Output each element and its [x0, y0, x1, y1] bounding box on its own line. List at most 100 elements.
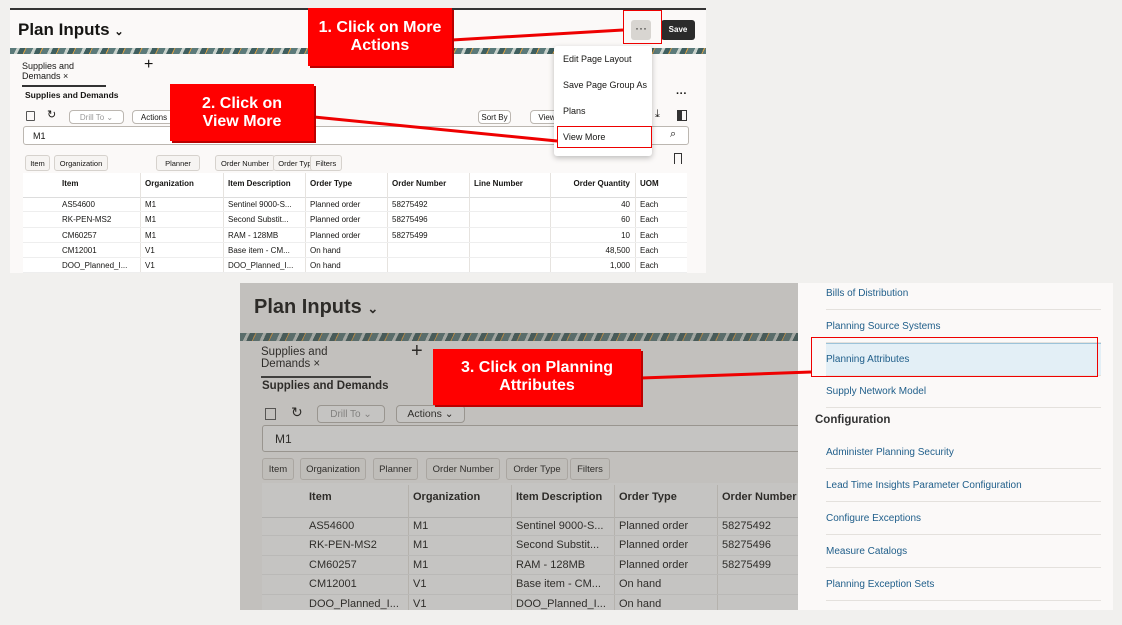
drawer-item-bills-of-distribution[interactable]: Bills of Distribution: [826, 283, 1101, 310]
column-header[interactable]: Item: [309, 491, 332, 503]
drawer-item-supply-network-model[interactable]: Supply Network Model: [826, 375, 1101, 408]
tab-supplies-and-demands[interactable]: Supplies and Demands ×: [22, 61, 106, 87]
column-header[interactable]: Organization: [145, 179, 194, 188]
ellipsis-icon[interactable]: ···: [676, 88, 687, 100]
table-row[interactable]: [23, 258, 687, 273]
table-row[interactable]: [262, 517, 802, 537]
more-actions-button[interactable]: ···: [631, 20, 651, 40]
table-row[interactable]: [23, 243, 687, 259]
sort-by-button[interactable]: Sort By: [478, 110, 511, 124]
column-header[interactable]: Order Number: [722, 491, 797, 503]
column-header[interactable]: Organization: [413, 491, 481, 503]
filter-chip-filters[interactable]: Filters: [310, 155, 342, 171]
tab-supplies-and-demands[interactable]: Supplies and Demands ×: [261, 346, 371, 378]
table-row[interactable]: [23, 197, 687, 213]
table-cell: RAM - 128MB: [228, 230, 279, 240]
column-header[interactable]: UOM: [640, 179, 659, 188]
filter-chip-filters[interactable]: Filters: [570, 458, 610, 480]
section-title: Supplies and Demands: [25, 90, 119, 100]
column-divider: [550, 173, 551, 273]
table-row[interactable]: [262, 575, 802, 595]
menu-item-plans[interactable]: Plans: [563, 106, 586, 116]
drill-to-button[interactable]: Drill To ⌄: [317, 405, 385, 423]
data-table: [23, 173, 687, 273]
actions-button[interactable]: Actions ⌄: [396, 405, 465, 423]
banner: [240, 333, 1113, 341]
table-row[interactable]: [23, 228, 687, 243]
drawer-item-lead-time-insights-parameter-configuration[interactable]: Lead Time Insights Parameter Configurati…: [826, 469, 1101, 502]
page-title[interactable]: Plan Inputs ⌄: [18, 20, 124, 39]
column-header[interactable]: Item Description: [516, 491, 603, 503]
table-cell: On hand: [619, 597, 662, 610]
callout-step-1: 1. Click on More Actions: [308, 8, 452, 66]
menu-item-edit-page-layout[interactable]: Edit Page Layout: [563, 54, 632, 64]
table-header-row: [23, 173, 687, 198]
refresh-icon[interactable]: ↻: [47, 109, 57, 121]
table-cell: CM12001: [309, 578, 357, 591]
column-header[interactable]: Item: [62, 179, 79, 188]
table-row[interactable]: [262, 556, 802, 576]
columns-icon[interactable]: [677, 110, 687, 121]
bookmark-icon[interactable]: [674, 153, 682, 164]
save-button[interactable]: Save: [661, 20, 695, 40]
column-header[interactable]: Order Type: [619, 491, 677, 503]
close-icon[interactable]: ×: [313, 358, 321, 370]
table-row[interactable]: [262, 536, 802, 556]
search-icon[interactable]: ⌕: [670, 128, 677, 140]
filter-chip-order-number[interactable]: Order Number: [215, 155, 275, 171]
drawer-item-administer-planning-security[interactable]: Administer Planning Security: [826, 436, 1101, 469]
callout-line-2: [313, 115, 558, 143]
download-icon[interactable]: ⤓: [655, 108, 660, 120]
note-icon[interactable]: [26, 111, 35, 121]
page-title[interactable]: Plan Inputs ⌄: [254, 296, 379, 318]
close-icon[interactable]: ×: [63, 71, 69, 81]
column-divider: [614, 485, 615, 610]
configuration-heading: Configuration: [815, 414, 891, 426]
data-table: [262, 483, 802, 610]
drawer-item-planning-attributes[interactable]: Planning Attributes: [826, 343, 1101, 376]
more-actions-menu: Edit Page Layout Save Page Group As Plan…: [554, 46, 652, 156]
filter-chip-item[interactable]: Item: [25, 155, 50, 171]
column-header[interactable]: Line Number: [474, 179, 523, 188]
column-header[interactable]: Order Number: [392, 179, 447, 188]
drill-to-button[interactable]: Drill To ⌄: [69, 110, 124, 124]
chevron-down-icon: ⌄: [367, 301, 379, 316]
table-cell: On hand: [310, 245, 341, 255]
table-row[interactable]: [23, 212, 687, 228]
callout-step-3: 3. Click on Planning Attributes: [433, 349, 641, 405]
highlight-view-more: [557, 126, 652, 148]
menu-item-view-more[interactable]: View More: [563, 132, 606, 142]
add-tab-button[interactable]: +: [144, 56, 154, 73]
actions-button[interactable]: Actions: [132, 110, 176, 124]
drawer-item-planning-exception-sets[interactable]: Planning Exception Sets: [826, 568, 1101, 601]
filter-chip-organization[interactable]: Organization: [300, 458, 366, 480]
column-divider: [717, 485, 718, 610]
table-cell: M1: [413, 520, 429, 532]
table-cell: CM60257: [62, 230, 97, 240]
filter-chip-organization[interactable]: Organization: [54, 155, 108, 171]
filter-chip-order-type[interactable]: Order Type: [506, 458, 568, 480]
column-header[interactable]: Order Quantity: [573, 179, 630, 188]
menu-item-save-page-group-as[interactable]: Save Page Group As: [563, 80, 648, 90]
table-cell: On hand: [619, 578, 662, 591]
filter-chip-order-number[interactable]: Order Number: [426, 458, 500, 480]
highlight-planning-attributes: [811, 337, 1098, 377]
drawer-item-measure-catalogs[interactable]: Measure Catalogs: [826, 535, 1101, 568]
highlight-more-actions: [623, 10, 662, 44]
filter-chip-planner[interactable]: Planner: [373, 458, 418, 480]
filter-chip-item[interactable]: Item: [262, 458, 294, 480]
drawer-item-configure-exceptions[interactable]: Configure Exceptions: [826, 502, 1101, 535]
chevron-down-icon: ⌄: [114, 26, 124, 38]
table-cell: V1: [145, 261, 155, 271]
search-input[interactable]: M1: [262, 425, 822, 452]
column-divider: [305, 173, 306, 273]
table-cell: 58275499: [392, 230, 428, 240]
note-icon[interactable]: [265, 408, 276, 420]
refresh-icon[interactable]: ↻: [291, 404, 303, 420]
add-tab-button[interactable]: +: [411, 340, 423, 362]
table-cell: V1: [145, 245, 155, 255]
drawer-item-planning-source-systems[interactable]: Planning Source Systems: [826, 310, 1101, 343]
column-header[interactable]: Order Type: [310, 179, 353, 188]
filter-chip-planner[interactable]: Planner: [156, 155, 200, 171]
column-header[interactable]: Item Description: [228, 179, 291, 188]
